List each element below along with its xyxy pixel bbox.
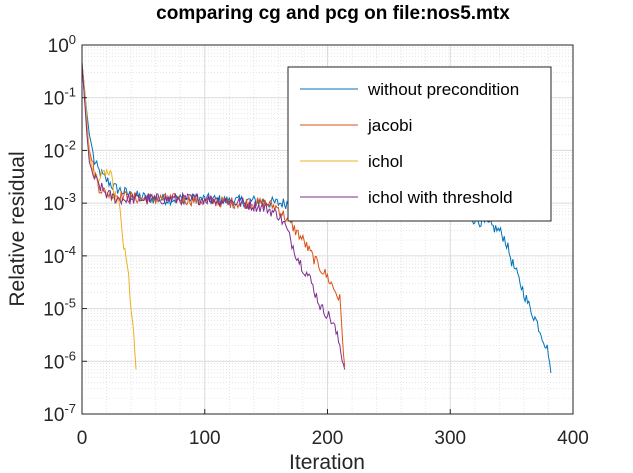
x-tick-label: 400 <box>557 428 589 449</box>
x-tick-label: 300 <box>434 428 466 449</box>
series-line-3 <box>81 63 137 370</box>
legend-box <box>287 66 552 222</box>
legend-entry: jacobi <box>367 116 412 135</box>
chart-title: comparing cg and pcg on file:nos5.mtx <box>156 3 510 24</box>
y-tick-label: 10-6 <box>43 348 76 373</box>
x-axis-label: Iteration <box>289 451 365 473</box>
legend: without precondition jacobi ichol ichol wit… <box>287 66 552 222</box>
y-tick-label: 10-5 <box>43 296 76 321</box>
series-line-4 <box>81 63 346 370</box>
minor-grid <box>82 45 573 414</box>
y-tick-label: 10-2 <box>43 137 76 162</box>
y-tick-label: 10-1 <box>43 85 76 110</box>
series-line-2 <box>81 60 346 367</box>
tick-labels: 0 100 200 300 400 100 10-1 10-2 10-3 10-4 10-5 10-6… <box>43 32 589 449</box>
legend-entry: ichol <box>368 152 403 171</box>
y-axis-label: Relative residual <box>6 151 29 306</box>
x-tick-label: 100 <box>189 428 221 449</box>
legend-entry: without precondition <box>367 80 519 99</box>
x-tick-label: 0 <box>77 428 88 449</box>
legend-entry: ichol with threshold <box>368 188 513 207</box>
y-tick-label: 10-4 <box>43 243 76 268</box>
y-tick-label: 10-7 <box>43 401 76 426</box>
y-tick-label: 100 <box>48 32 76 57</box>
x-tick-label: 200 <box>312 428 344 449</box>
y-tick-label: 10-3 <box>43 190 76 215</box>
ticks <box>81 44 574 415</box>
